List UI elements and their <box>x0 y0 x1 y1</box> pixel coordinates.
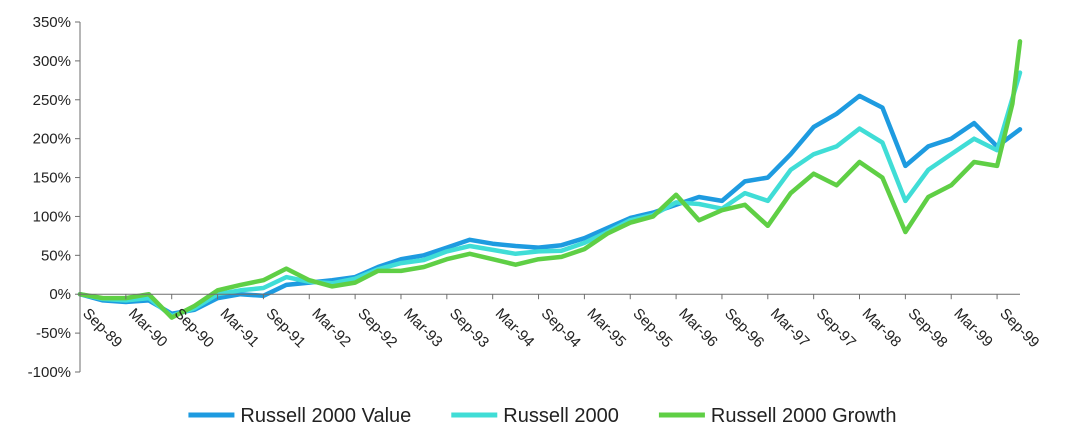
x-tick-label: Mar-96 <box>675 305 721 351</box>
x-tick-label: Mar-91 <box>217 305 263 351</box>
x-tick-label: Mar-95 <box>584 305 630 351</box>
y-tick-label: 150% <box>33 170 71 187</box>
y-tick-label: 200% <box>33 131 71 148</box>
y-axis: 350% 300% 250% 200% 150% 100% 50% 0% -50% -100% <box>28 14 81 381</box>
y-tick-label: 50% <box>41 247 71 264</box>
x-tick-label: Sep-98 <box>905 305 951 351</box>
y-tick-label: 250% <box>33 92 71 109</box>
y-tick-label: -100% <box>28 364 71 381</box>
x-tick-label: Mar-94 <box>492 305 538 351</box>
legend-item: Russell 2000 Value <box>188 405 411 427</box>
x-tick-label: Sep-93 <box>446 305 492 351</box>
x-tick-label: Sep-89 <box>79 305 125 351</box>
series-line-russell-2000-value <box>77 93 1023 316</box>
legend-label: Russell 2000 Growth <box>711 405 897 427</box>
x-tick-label: Sep-94 <box>538 305 584 351</box>
legend-item: Russell 2000 Growth <box>658 405 897 427</box>
x-tick-label: Mar-99 <box>950 305 996 351</box>
series-line-russell-2000-growth <box>77 39 1023 320</box>
legend: Russell 2000 Value Russell 2000 Russell 20… <box>188 405 897 427</box>
y-tick-label: 0% <box>49 286 71 303</box>
legend-label: Russell 2000 <box>503 405 619 427</box>
x-tick-label: Mar-92 <box>308 305 354 351</box>
y-tick-label: -50% <box>36 325 71 342</box>
y-tick-label: 300% <box>33 53 71 70</box>
legend-item: Russell 2000 <box>451 405 619 427</box>
y-tick-label: 350% <box>33 14 71 31</box>
x-tick-label: Sep-91 <box>263 305 309 351</box>
legend-label: Russell 2000 Value <box>240 405 411 427</box>
x-tick-label: Sep-96 <box>721 305 767 351</box>
x-tick-label: Sep-92 <box>354 305 400 351</box>
x-tick-label: Mar-98 <box>859 305 905 351</box>
series-line-russell-2000 <box>77 70 1023 319</box>
x-axis: Sep-89 Mar-90 Sep-90 Mar-91 Sep-91 Mar-92 Sep-… <box>79 293 1042 351</box>
x-tick-label: Sep-95 <box>629 305 675 351</box>
y-tick-label: 100% <box>33 208 71 225</box>
x-tick-label: Sep-97 <box>813 305 859 351</box>
series-layer <box>77 39 1023 320</box>
x-tick-label: Mar-93 <box>400 305 446 351</box>
x-tick-label: Mar-97 <box>767 305 813 351</box>
x-tick-label: Sep-99 <box>996 305 1042 351</box>
